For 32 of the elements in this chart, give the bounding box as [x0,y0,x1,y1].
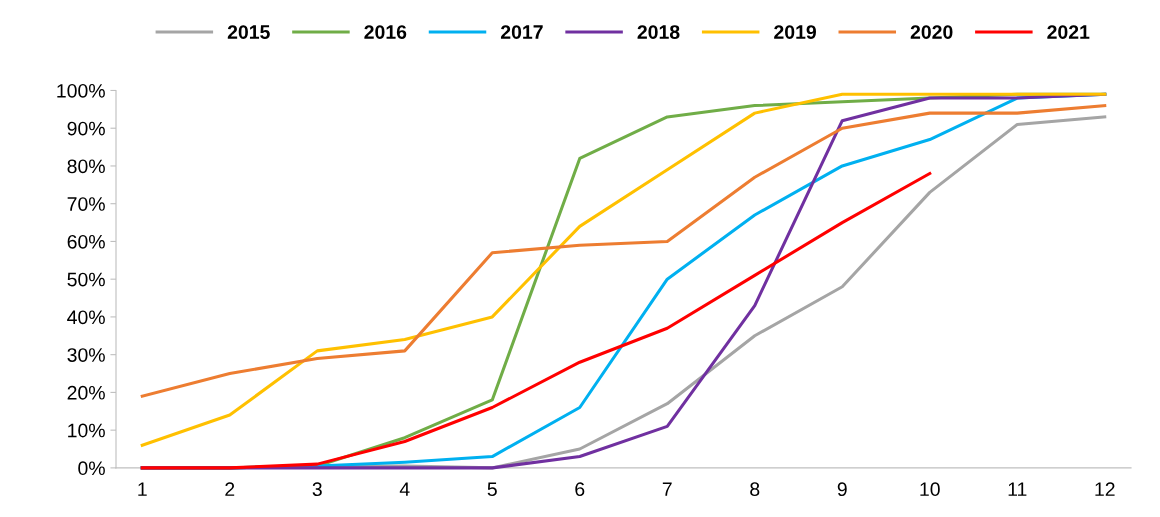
y-tick-label: 100% [57,83,105,98]
x-tick-label: 8 [750,482,760,497]
x-tick-label: 5 [487,482,497,497]
x-tick-label: 6 [575,482,585,497]
y-tick-label: 80% [67,159,105,174]
y-tick-label: 20% [67,385,105,400]
y-tick-label: 70% [67,197,105,211]
x-tick-label: 12 [1095,482,1115,496]
line-series [140,171,932,470]
x-tick-label: 4 [399,482,410,496]
x-tick-label: 3 [312,482,322,497]
x-tick-label: 7 [662,482,672,496]
y-tick-label: 50% [67,272,105,287]
x-tick-label: 11 [1008,482,1027,496]
x-tick-label: 2 [225,482,235,496]
x-tick-label: 10 [920,482,940,497]
legend-label: 2019 [774,25,816,39]
legend-label: 2015 [227,25,270,39]
y-tick-label: 60% [67,234,105,249]
y-tick-label: 40% [67,310,105,325]
line-series [140,104,1107,398]
legend-label: 2018 [637,25,680,39]
x-tick-label: 1 [138,482,147,496]
y-tick-label: 0% [78,461,105,476]
y-tick-label: 90% [67,121,105,136]
legend-label: 2017 [500,25,543,39]
legend-label: 2016 [364,25,407,39]
legend-label: 2020 [910,25,953,39]
y-tick-label: 30% [67,348,105,362]
legend-label: 2021 [1047,25,1090,39]
x-tick-label: 9 [837,482,847,497]
y-tick-label: 10% [68,423,105,438]
